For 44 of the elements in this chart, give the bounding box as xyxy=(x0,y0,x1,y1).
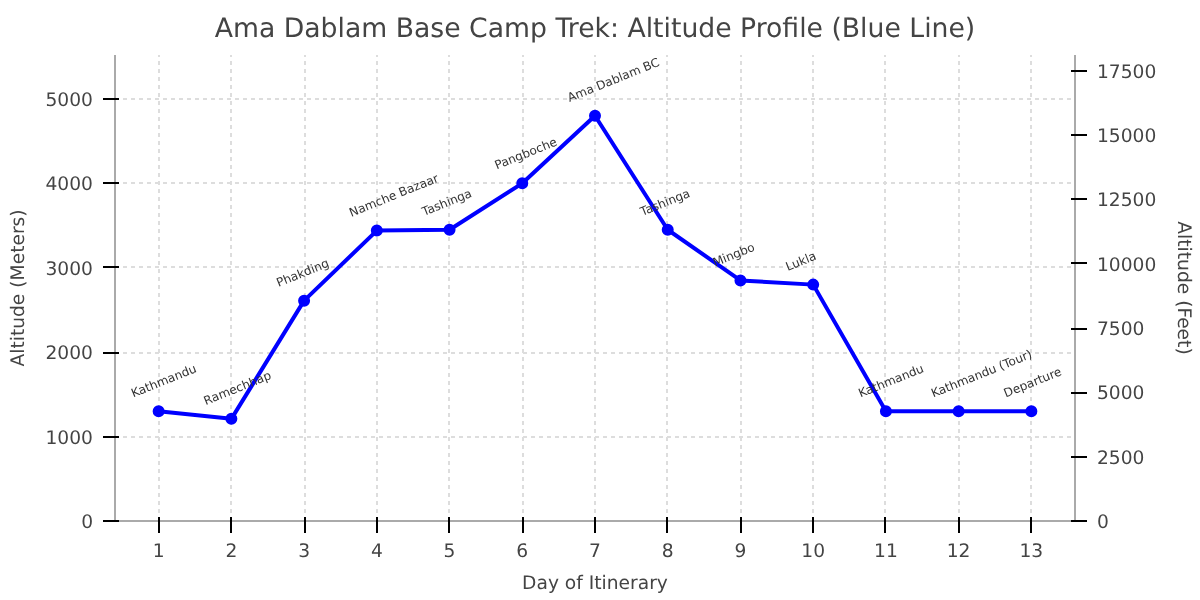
x-tick-label: 10 xyxy=(801,541,826,563)
y-tick-label: 3000 xyxy=(45,258,94,281)
y2-tick-label: 15000 xyxy=(1097,126,1157,149)
x-tick-label: 6 xyxy=(516,541,529,563)
y2-tick-label: 10000 xyxy=(1097,254,1157,277)
y2-axis-title: Altitude (Feet) xyxy=(1172,221,1195,355)
x-tick-label: 9 xyxy=(734,541,747,563)
y-tick-label: 4000 xyxy=(45,174,94,197)
point xyxy=(589,109,601,122)
x-tick-label: 11 xyxy=(874,541,898,563)
point xyxy=(225,412,238,425)
point xyxy=(152,405,165,418)
point xyxy=(952,405,965,418)
point xyxy=(807,278,820,291)
y-axis-title: Altitude (Meters) xyxy=(7,209,30,367)
x-tick-label: 2 xyxy=(225,541,238,563)
x-tick-label: 13 xyxy=(1019,541,1044,563)
x-tick-label: 1 xyxy=(152,541,165,563)
y-tick-label: 5000 xyxy=(45,89,94,112)
x-tick-label: 7 xyxy=(589,541,602,563)
chart-title: Ama Dablam Base Camp Trek: Altitude Profile (Blue Line) xyxy=(214,15,976,45)
x-tick-label: 12 xyxy=(946,541,971,563)
point xyxy=(516,177,529,190)
x-tick-label: 8 xyxy=(661,541,674,563)
y-tick-label: 0 xyxy=(81,512,94,534)
y-tick-label: 2000 xyxy=(45,343,94,366)
point xyxy=(879,405,892,418)
point xyxy=(661,223,674,236)
y2-tick-label: 2500 xyxy=(1097,447,1145,470)
y2-tick-label: 12500 xyxy=(1097,190,1157,213)
y2-tick-label: 0 xyxy=(1097,512,1109,534)
point xyxy=(370,224,383,237)
y2-tick-label: 7500 xyxy=(1097,319,1145,342)
x-tick-label: 3 xyxy=(298,541,311,563)
point xyxy=(298,294,311,307)
point xyxy=(443,223,456,236)
point xyxy=(734,274,747,287)
y2-tick-label: 17500 xyxy=(1097,61,1157,84)
point xyxy=(1025,405,1038,418)
y2-tick-label: 5000 xyxy=(1097,383,1145,406)
x-tick-label: 4 xyxy=(370,541,383,563)
y-tick-label: 1000 xyxy=(45,427,94,450)
x-axis-title: Day of Itinerary xyxy=(522,573,669,595)
x-tick-label: 5 xyxy=(443,541,456,563)
